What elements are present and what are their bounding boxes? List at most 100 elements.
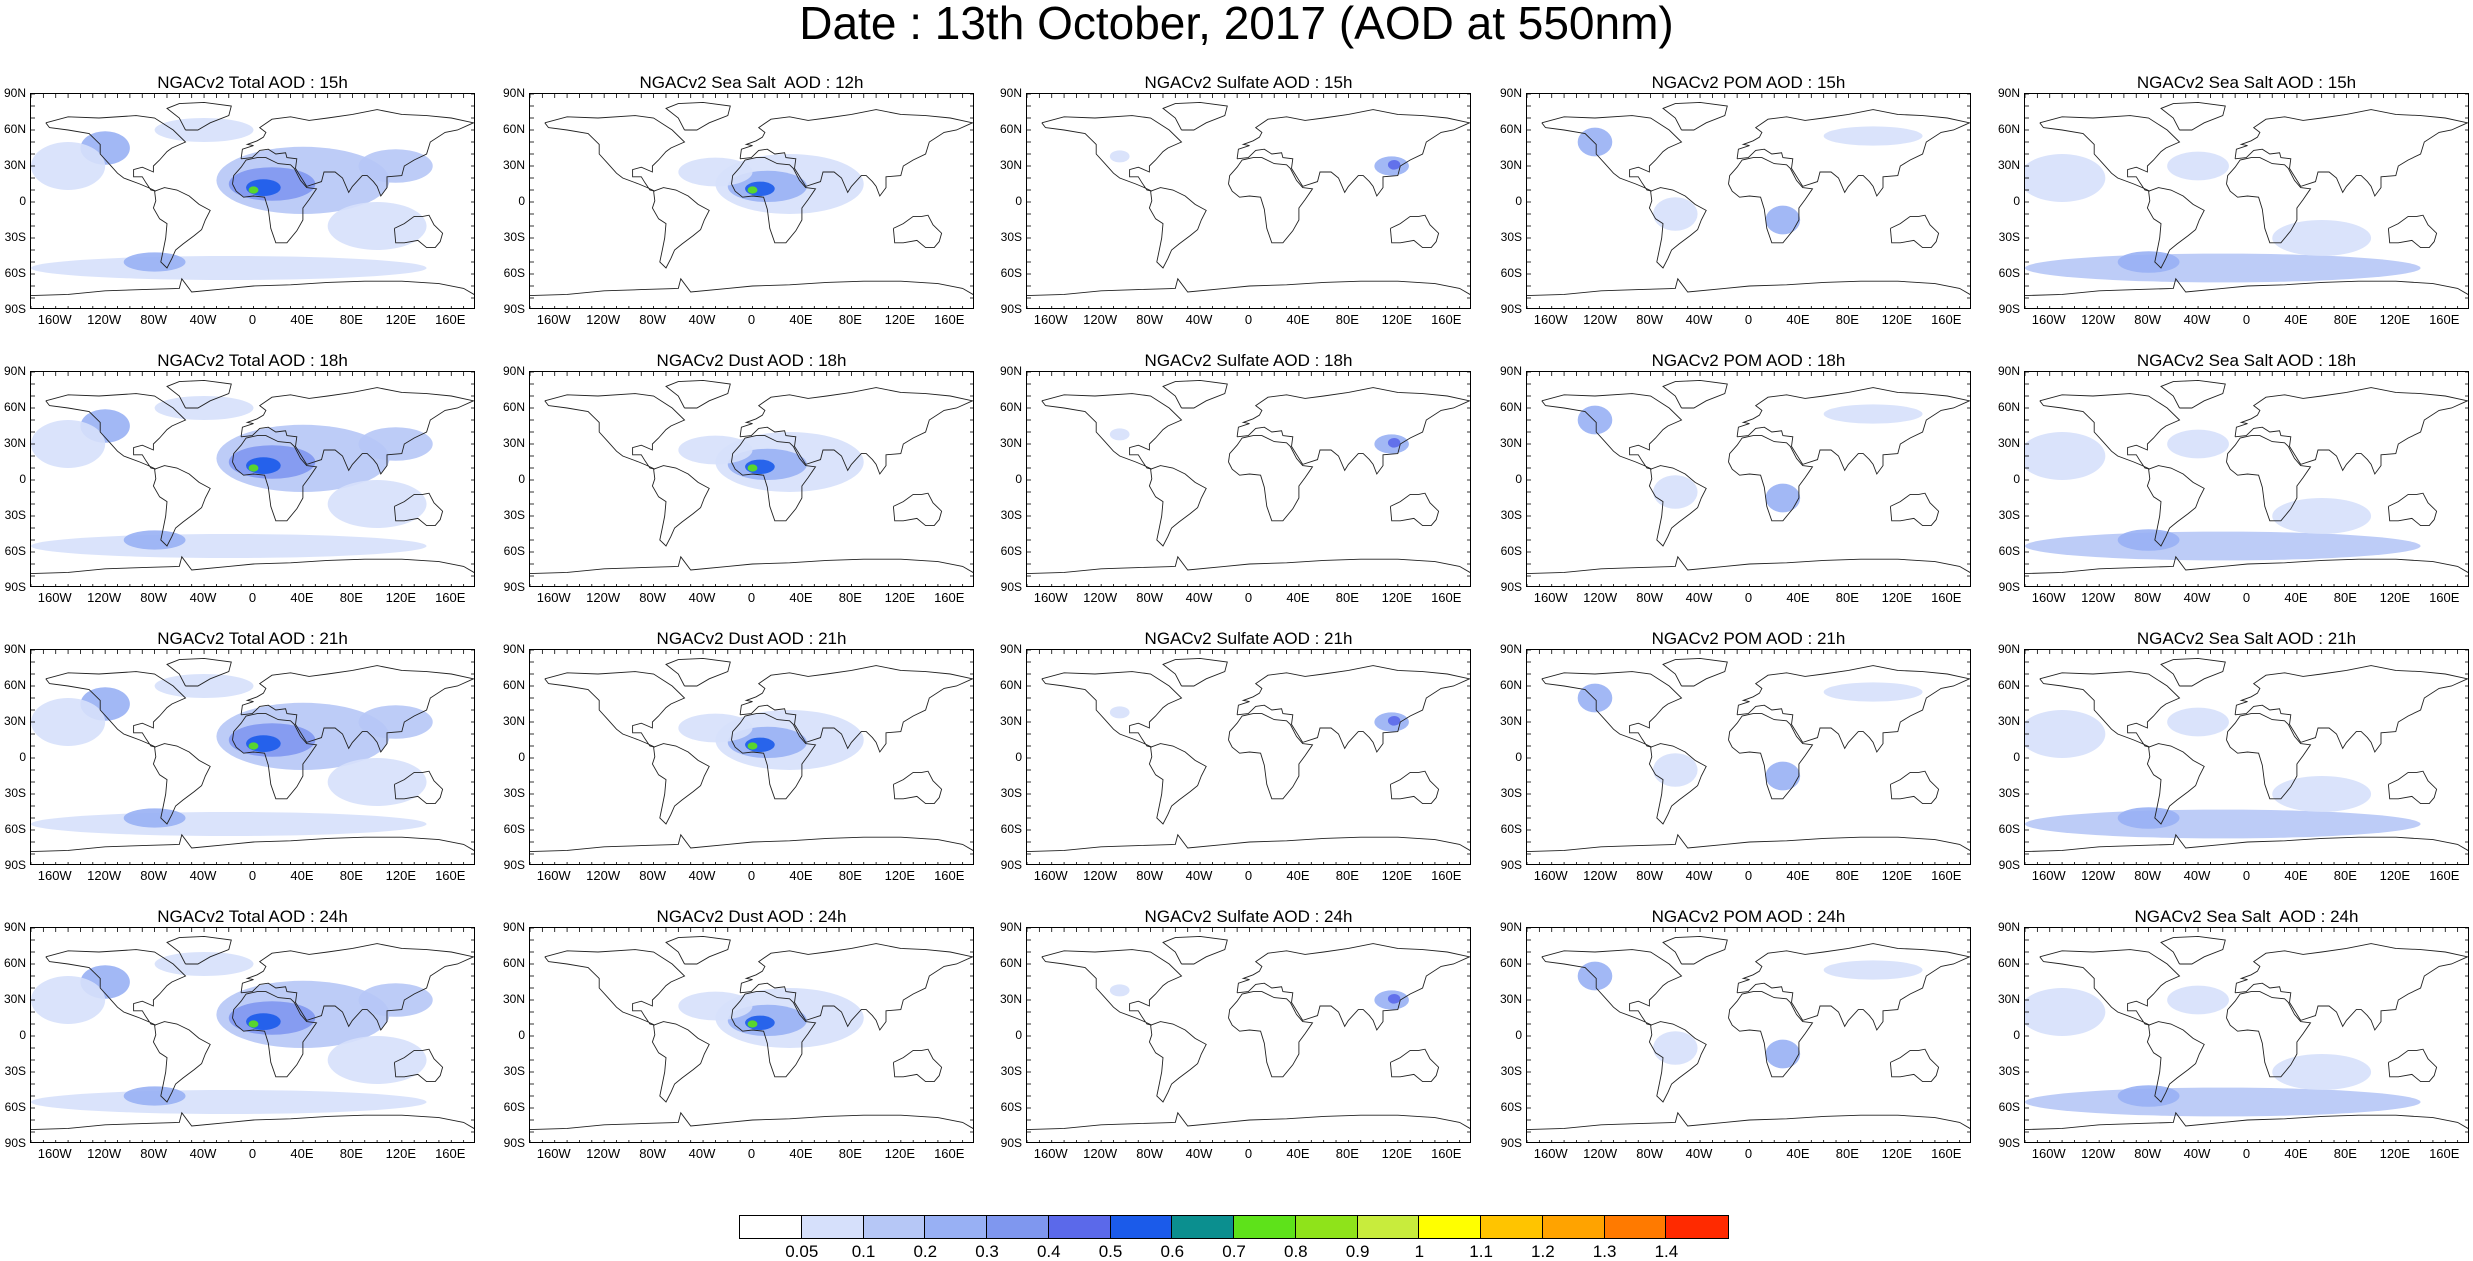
world-map	[2025, 928, 2468, 1142]
lat-tick-label: 90S	[503, 858, 525, 872]
lon-tick-label: 40E	[290, 590, 314, 605]
coastline	[1527, 555, 1970, 575]
lat-tick-label: 60S	[503, 822, 525, 836]
map-panel: NGACv2 Sea Salt AOD : 15h 90N 60N 30N 0 30S 60…	[1998, 73, 2469, 349]
coastline	[1728, 435, 1814, 522]
lat-tick-label: 90S	[1998, 580, 2020, 594]
map-panel: NGACv2 Dust AOD : 21h 90N 60N 30N 0 30S 60S 90S…	[503, 629, 974, 905]
lon-tick-label: 120W	[1583, 1146, 1618, 1161]
lon-tick-label: 40W	[189, 312, 217, 327]
map-panel: NGACv2 Total AOD : 21h 90N 60N 30N 0 30S 60S 90…	[4, 629, 475, 905]
aod-field	[2025, 710, 2106, 758]
aod-field	[747, 464, 758, 472]
lon-tick-label: 160W	[2031, 868, 2066, 883]
lat-tick-label: 30N	[999, 158, 1022, 172]
map-panel: NGACv2 Total AOD : 18h 90N 60N 30N 0 30S 60S 90…	[4, 351, 475, 627]
lat-tick-label: 90N	[1997, 920, 2020, 934]
lat-tick-label: 30S	[1500, 1064, 1522, 1078]
lon-tick-label: 40E	[1786, 312, 1810, 327]
lat-tick-label: 30S	[4, 230, 26, 244]
aod-field	[1765, 205, 1801, 235]
lon-tick-label: 160E	[1431, 868, 1462, 883]
aod-field	[2117, 251, 2180, 273]
coastline	[2146, 743, 2205, 825]
lon-tick-label: 80E	[1835, 1146, 1859, 1161]
coastline	[2226, 435, 2312, 522]
lat-tick-label: 30S	[4, 508, 26, 522]
lon-tick-label: 80W	[140, 1146, 167, 1161]
aod-field	[2025, 432, 2106, 480]
lon-tick-label: 160W	[536, 868, 571, 883]
lon-tick-label: 160E	[1931, 590, 1962, 605]
coastline	[240, 943, 474, 1031]
lon-tick-label: 80W	[1136, 590, 1163, 605]
panel-title: NGACv2 Sulfate AOD : 15h	[1144, 73, 1353, 92]
colorbar-label: 0.6	[1160, 1242, 1185, 1261]
lon-tick-label: 120E	[385, 312, 417, 327]
lat-tick-label: 0	[1515, 1028, 1522, 1042]
lon-tick-label: 160W	[1033, 312, 1068, 327]
coastline	[166, 379, 232, 409]
world-map	[530, 372, 973, 586]
aod-field	[358, 427, 433, 461]
lon-tick-label: 0	[1744, 1146, 1753, 1161]
aod-field	[123, 808, 186, 828]
lat-tick-label: 90N	[502, 642, 525, 656]
world-map	[31, 372, 474, 586]
lat-tick-label: 60N	[999, 956, 1022, 970]
lon-tick-label: 120E	[884, 312, 916, 327]
lon-tick-label: 120E	[1881, 1146, 1913, 1161]
panel-title: NGACv2 Sea Salt AOD : 18h	[2136, 351, 2357, 370]
colorbar-label: 0.3	[975, 1242, 999, 1261]
coastline	[1527, 833, 1970, 853]
lon-tick-label: 160W	[1533, 1146, 1568, 1161]
lat-tick-label: 90N	[502, 920, 525, 934]
lon-tick-label: 0	[1244, 590, 1253, 605]
lon-tick-label: 40E	[290, 1146, 314, 1161]
lat-tick-label: 30S	[1998, 230, 2020, 244]
lat-tick-label: 0	[19, 194, 26, 208]
lon-tick-label: 120E	[1881, 590, 1913, 605]
aod-field	[1823, 126, 1923, 146]
coastline	[1527, 1111, 1970, 1131]
lon-tick-label: 80W	[639, 590, 666, 605]
coastline	[1236, 387, 1470, 475]
map-panel: NGACv2 Dust AOD : 18h 90N 60N 30N 0 30S 60S 90S…	[503, 351, 974, 627]
lon-tick-label: 40E	[1786, 1146, 1810, 1161]
coastline	[1148, 743, 1207, 825]
aod-field	[358, 983, 433, 1017]
lon-tick-label: 80W	[639, 868, 666, 883]
lon-tick-label: 40W	[1685, 1146, 1713, 1161]
aod-field	[31, 256, 427, 280]
colorbar-label: 0.1	[851, 1242, 876, 1261]
lon-tick-label: 80E	[838, 1146, 862, 1161]
lon-tick-label: 120W	[87, 312, 122, 327]
lat-tick-label: 30S	[1500, 786, 1522, 800]
lon-tick-label: 120W	[586, 1146, 621, 1161]
coastline	[2039, 949, 2181, 1026]
lon-tick-label: 120E	[1381, 1146, 1413, 1161]
map-frame	[1026, 649, 1471, 865]
world-map	[31, 650, 474, 864]
lat-tick-label: 60S	[503, 1100, 525, 1114]
coastline	[1148, 1021, 1207, 1103]
coastline	[1041, 671, 1183, 748]
coastline	[2234, 943, 2468, 1031]
aod-field	[1577, 961, 1613, 991]
lon-tick-label: 160W	[1533, 590, 1568, 605]
aod-field	[2272, 220, 2372, 256]
lon-tick-label: 40W	[688, 590, 716, 605]
lon-tick-label: 120E	[2379, 1146, 2411, 1161]
lat-tick-label: 30N	[1499, 992, 1522, 1006]
aod-field	[248, 1020, 259, 1028]
colorbar-label: 0.7	[1222, 1242, 1246, 1261]
lat-tick-label: 60N	[502, 122, 525, 136]
coastline	[665, 935, 731, 965]
lat-tick-label: 30S	[4, 786, 26, 800]
lat-tick-label: 60S	[1500, 266, 1522, 280]
lon-tick-label: 0	[1244, 1146, 1253, 1161]
lat-tick-label: 0	[1515, 750, 1522, 764]
lon-tick-label: 40E	[2284, 312, 2308, 327]
aod-field	[1823, 960, 1923, 980]
coastline	[1162, 379, 1228, 409]
